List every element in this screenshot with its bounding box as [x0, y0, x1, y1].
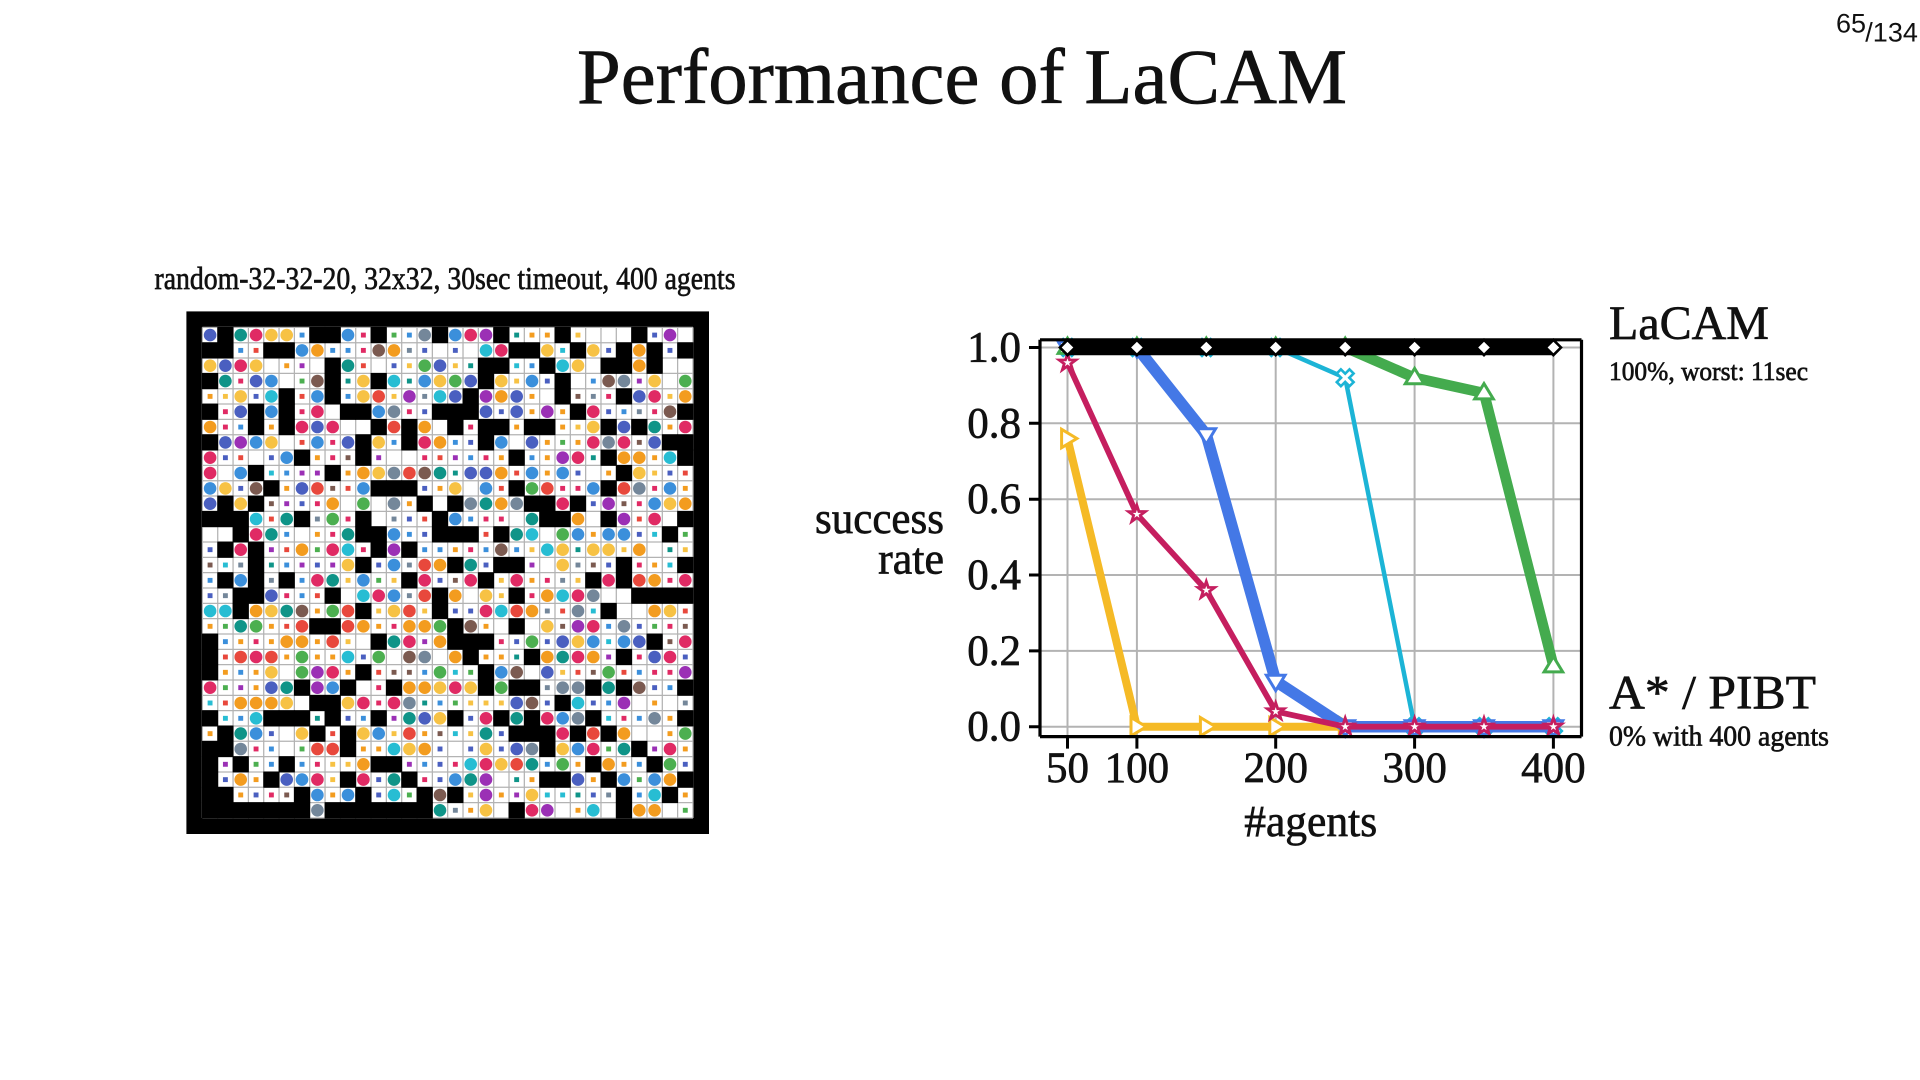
svg-text:LaCAM: LaCAM	[1609, 297, 1769, 350]
svg-text:200: 200	[1243, 745, 1308, 792]
svg-text:0.2: 0.2	[967, 628, 1021, 675]
svg-text:1.0: 1.0	[967, 325, 1021, 372]
svg-text:random-32-32-20, 32x32, 30sec: random-32-32-20, 32x32, 30sec timeout, 4…	[155, 260, 736, 296]
svg-text:Performance of LaCAM: Performance of LaCAM	[577, 33, 1347, 120]
svg-text:0% with 400 agents: 0% with 400 agents	[1609, 722, 1829, 753]
svg-text:rate: rate	[878, 535, 944, 584]
svg-text:#agents: #agents	[1244, 797, 1377, 846]
svg-text:A* / PIBT: A* / PIBT	[1609, 667, 1816, 720]
svg-text:400: 400	[1521, 745, 1586, 792]
svg-text:65: 65	[1836, 8, 1866, 38]
svg-text:/134: /134	[1865, 18, 1918, 48]
svg-text:50: 50	[1046, 745, 1089, 792]
svg-text:success: success	[815, 494, 944, 543]
svg-text:300: 300	[1382, 745, 1447, 792]
svg-text:0.8: 0.8	[967, 400, 1021, 447]
svg-text:100%, worst: 11sec: 100%, worst: 11sec	[1609, 356, 1808, 386]
svg-text:100: 100	[1105, 745, 1170, 792]
svg-text:0.0: 0.0	[967, 704, 1021, 751]
svg-text:0.6: 0.6	[967, 476, 1021, 523]
svg-text:0.4: 0.4	[967, 552, 1021, 599]
